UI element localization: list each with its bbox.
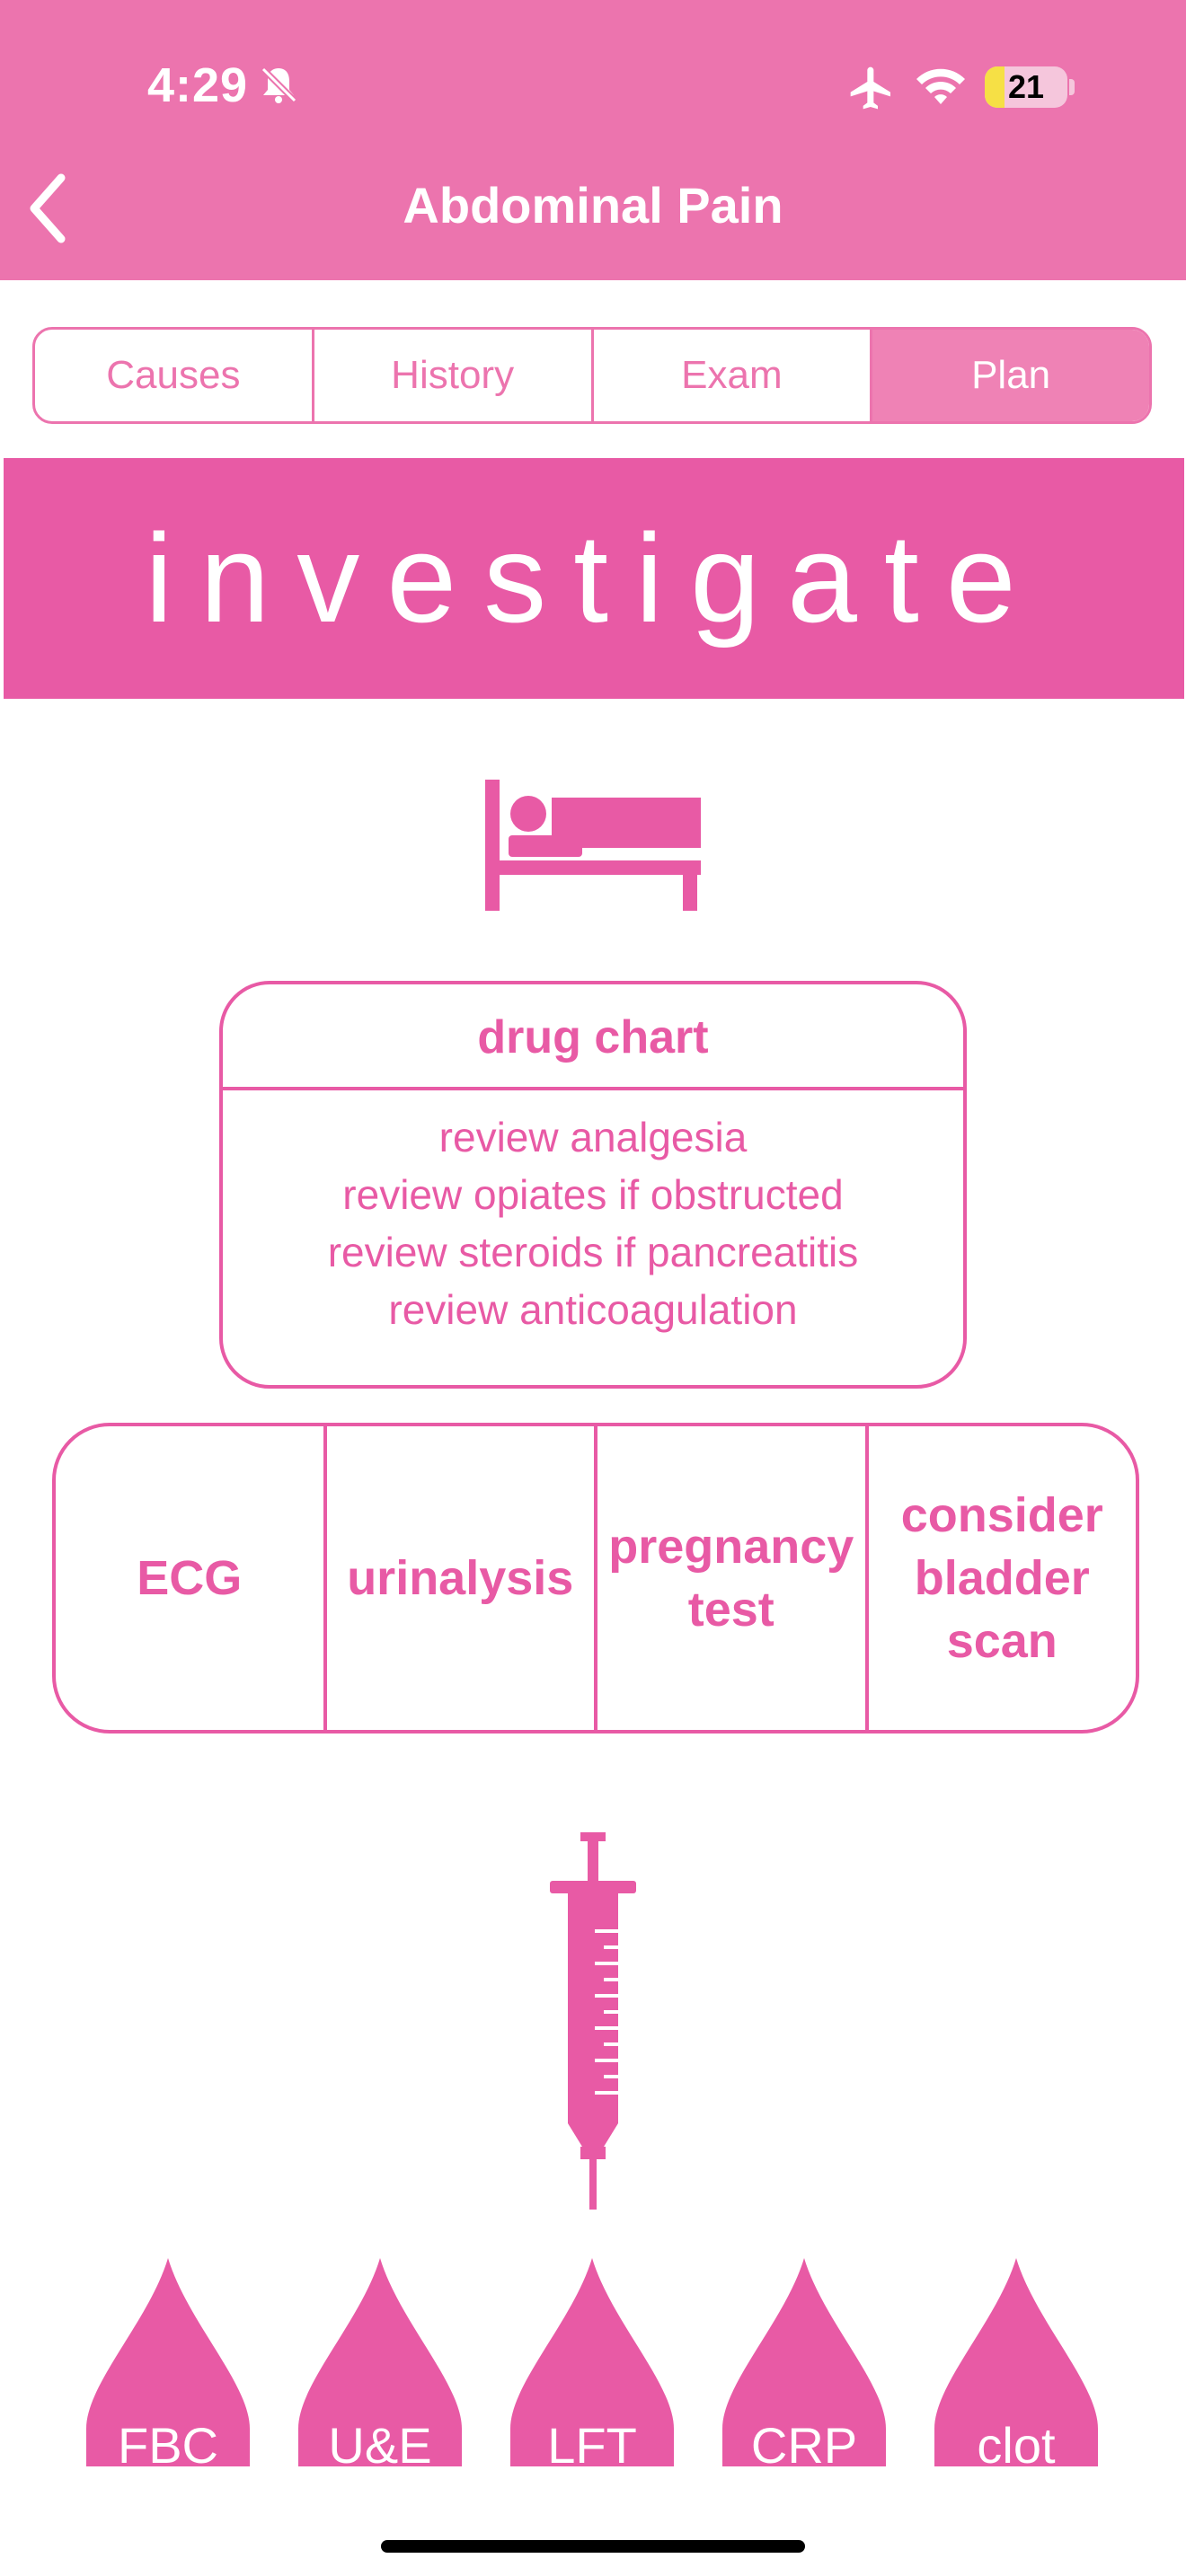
blood-test-label: CRP: [750, 2417, 858, 2474]
blood-drop-icon: [86, 2258, 250, 2466]
status-time: 4:29: [147, 58, 249, 112]
blood-test-label: LFT: [547, 2417, 637, 2474]
drug-chart-item: review steroids if pancreatitis: [327, 1229, 859, 1275]
bedside-tests-row: ECG urinalysis pregnancy test consider b…: [52, 1423, 1139, 1734]
home-indicator[interactable]: [381, 2540, 805, 2553]
blood-test-label: U&E: [328, 2417, 432, 2474]
test-pregnancy[interactable]: pregnancy test: [597, 1426, 869, 1730]
drug-chart-item: review anticoagulation: [388, 1286, 798, 1333]
blood-test-clot[interactable]: clot: [934, 2258, 1098, 2474]
blood-test-lft[interactable]: LFT: [510, 2258, 674, 2474]
bed-icon: [485, 780, 701, 917]
wifi-icon: [915, 65, 967, 110]
battery-tip: [1069, 79, 1075, 95]
test-ecg[interactable]: ECG: [56, 1426, 327, 1730]
tab-history[interactable]: History: [314, 330, 594, 421]
banner-text: investigate: [145, 507, 1043, 648]
test-urinalysis[interactable]: urinalysis: [327, 1426, 597, 1730]
drug-chart-title: drug chart: [223, 984, 963, 1090]
test-bladder-scan[interactable]: consider bladder scan: [900, 1488, 1103, 1668]
tab-causes[interactable]: Causes: [35, 330, 314, 421]
blood-test-label: clot: [977, 2417, 1056, 2474]
blood-test-label: FBC: [118, 2417, 218, 2474]
segmented-tabs: Causes History Exam Plan: [32, 327, 1152, 424]
blood-drop-icon: [298, 2258, 462, 2466]
drug-chart-item: review analgesia: [438, 1114, 748, 1160]
bell-slash-icon: [259, 65, 298, 109]
blood-drop-icon: [934, 2258, 1098, 2466]
blood-test-ue[interactable]: U&E: [298, 2258, 462, 2474]
tab-plan[interactable]: Plan: [872, 330, 1149, 421]
blood-test-crp[interactable]: CRP: [722, 2258, 886, 2474]
section-banner: investigate: [4, 458, 1184, 699]
nav-header: 4:29 21 Abdominal Pain: [0, 0, 1186, 280]
airplane-icon: [846, 63, 897, 118]
battery-level: 21: [1007, 68, 1045, 105]
page-title: Abdominal Pain: [403, 177, 783, 234]
battery-indicator: 21: [985, 66, 1067, 108]
drug-chart-card: drug chart review analgesia review opiat…: [219, 981, 967, 1389]
drug-chart-item: review opiates if obstructed: [342, 1171, 844, 1218]
syringe-icon: [548, 1832, 638, 2214]
blood-test-fbc[interactable]: FBC: [86, 2258, 250, 2474]
back-chevron-icon[interactable]: [25, 172, 70, 249]
blood-drop-icon: [510, 2258, 674, 2466]
tab-exam[interactable]: Exam: [594, 330, 873, 421]
blood-drop-icon: [722, 2258, 886, 2466]
drug-chart-list: review analgesia review opiates if obstr…: [223, 1108, 963, 1338]
battery-fill: [985, 66, 1005, 108]
